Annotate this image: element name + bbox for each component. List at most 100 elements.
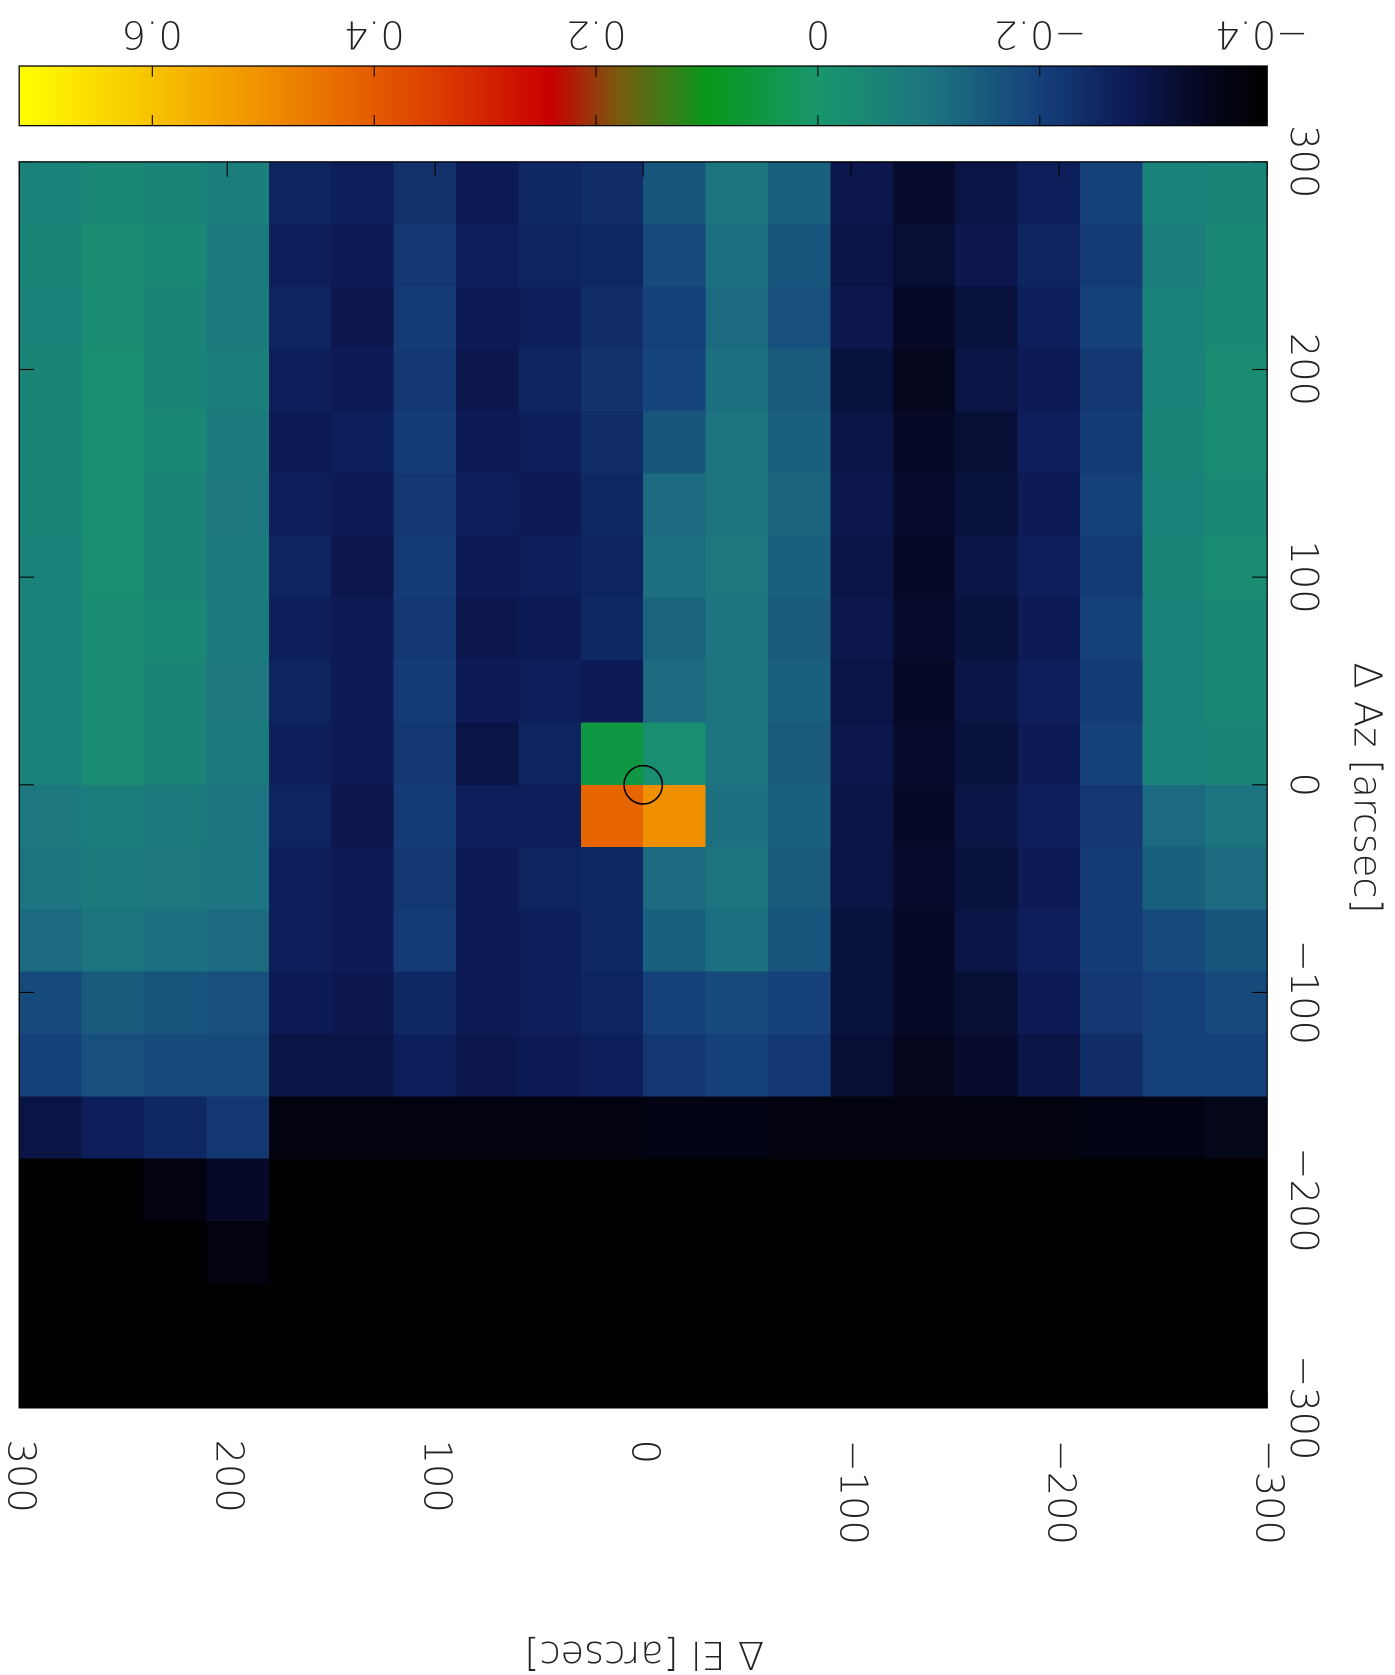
heat-cell (331, 1096, 395, 1160)
heat-cell (1079, 348, 1143, 412)
heat-cell (955, 473, 1019, 537)
heat-cell (81, 722, 145, 786)
heat-cell (81, 660, 145, 724)
heat-cell (143, 1096, 207, 1160)
heat-cell (1204, 1096, 1268, 1160)
heat-cell (19, 161, 83, 225)
heat-cell (892, 1033, 956, 1097)
heat-cell (580, 1220, 644, 1284)
heat-cell (268, 348, 332, 412)
heat-cell (1079, 535, 1143, 599)
heat-cell (892, 722, 956, 786)
heat-cell (767, 1033, 831, 1097)
heat-cell (393, 1283, 457, 1346)
x-tick-label: 300 (0, 1440, 44, 1513)
heat-cell (892, 1096, 956, 1160)
heat-cell (393, 1033, 457, 1097)
colorbar-tick-label: 0.4 (344, 11, 405, 56)
heat-cell (268, 660, 332, 724)
heat-cell (955, 535, 1019, 599)
heat-cell (580, 161, 644, 225)
heat-cell (331, 161, 395, 225)
heat-cell (1017, 597, 1081, 661)
heat-cell (892, 909, 956, 973)
heat-cell (206, 660, 270, 724)
heat-cell (643, 1096, 707, 1160)
heat-cell (643, 286, 707, 350)
heat-cell (892, 348, 956, 412)
heat-cell (643, 473, 707, 537)
heat-cell (955, 597, 1019, 661)
heat-cell (1142, 722, 1206, 786)
heat-cell (892, 784, 956, 848)
heat-cell (143, 348, 207, 412)
heat-cell (955, 1220, 1019, 1284)
heat-cell (643, 722, 707, 786)
heat-cell (268, 597, 332, 661)
heat-cell (1017, 1283, 1081, 1346)
heat-cell (455, 722, 519, 786)
heat-cell (1142, 161, 1206, 225)
heat-cell (331, 660, 395, 724)
heat-cell (1142, 1033, 1206, 1097)
heat-cell (455, 597, 519, 661)
heat-cell (206, 909, 270, 973)
heat-cell (331, 847, 395, 910)
heat-cell (1204, 660, 1268, 724)
heat-cell (580, 348, 644, 412)
heat-cell (206, 1158, 270, 1222)
heat-cell (268, 224, 332, 287)
heat-cell (81, 411, 145, 474)
heat-cell (830, 1033, 894, 1097)
heat-cell (268, 161, 332, 225)
heat-cell (643, 847, 707, 910)
heat-cell (518, 1345, 582, 1409)
heat-cell (580, 722, 644, 786)
heat-cell (705, 535, 769, 599)
heat-cell (705, 1220, 769, 1284)
heat-cell (1204, 286, 1268, 350)
heat-cell (19, 847, 83, 910)
heat-cell (1079, 847, 1143, 910)
heat-cell (143, 535, 207, 599)
y-tick-label: 0 (1281, 773, 1326, 797)
heat-cell (767, 411, 831, 474)
heat-cell (1017, 909, 1081, 973)
heat-cell (331, 722, 395, 786)
heat-cell (81, 1033, 145, 1097)
heat-cell (393, 161, 457, 225)
heat-cell (19, 660, 83, 724)
heat-cell (393, 411, 457, 474)
heat-cell (393, 1345, 457, 1409)
heat-cell (705, 286, 769, 350)
heat-cell (643, 411, 707, 474)
heat-cell (1079, 784, 1143, 848)
source-marker (623, 764, 664, 805)
heat-cell (705, 348, 769, 412)
heat-cell (643, 1345, 707, 1409)
heat-cell (518, 1283, 582, 1346)
heat-cell (767, 847, 831, 910)
heat-cell (830, 1345, 894, 1409)
heatmap (19, 161, 1268, 1409)
heat-cell (81, 909, 145, 973)
heat-cell (143, 971, 207, 1035)
heat-cell (1079, 1220, 1143, 1284)
heat-cell (892, 1158, 956, 1222)
heat-cell (81, 348, 145, 412)
heat-cell (81, 1158, 145, 1222)
heat-cell (767, 909, 831, 973)
heat-cell (767, 1283, 831, 1346)
heat-cell (455, 909, 519, 973)
heat-cell (331, 348, 395, 412)
heat-cell (455, 1096, 519, 1160)
heat-cell (1079, 161, 1143, 225)
heat-cell (206, 1096, 270, 1160)
heat-cell (1079, 722, 1143, 786)
heat-cell (393, 971, 457, 1035)
heat-cell (1017, 1220, 1081, 1284)
heat-cell (767, 1096, 831, 1160)
heat-cell (19, 784, 83, 848)
heat-cell (331, 597, 395, 661)
heat-cell (955, 784, 1019, 848)
